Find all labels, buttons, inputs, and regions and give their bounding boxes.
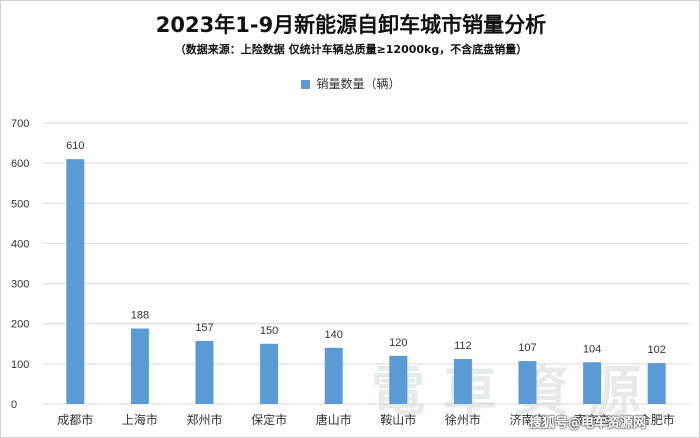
y-tick-label: 600	[11, 158, 29, 170]
x-tick-label: 成都市	[57, 412, 93, 427]
x-tick-label: 合肥市	[639, 412, 675, 427]
y-tick-label: 300	[11, 279, 29, 291]
data-label: 102	[648, 344, 666, 356]
bar	[453, 359, 472, 404]
data-label: 610	[66, 140, 84, 152]
x-tick-label: 济南市	[509, 412, 545, 427]
chart-subtitle: （数据来源：上险数据 仅统计车辆总质量≥12000kg，不含底盘销量）	[174, 43, 528, 56]
bar	[389, 355, 408, 404]
y-tick-label: 100	[11, 359, 29, 371]
y-tick-label: 700	[11, 118, 29, 130]
data-label: 104	[583, 343, 601, 355]
data-label: 157	[195, 322, 213, 334]
data-label: 112	[454, 340, 472, 352]
x-tick-label: 上海市	[122, 412, 158, 427]
legend-label: 销量数量（辆）	[316, 77, 401, 91]
x-tick-label: 郑州市	[186, 412, 222, 427]
watermark-credit: 搜狐号@电车资源网	[529, 416, 647, 431]
data-label: 107	[518, 342, 536, 354]
data-label: 150	[260, 325, 278, 337]
y-tick-label: 0	[11, 399, 17, 411]
x-tick-label: 南京市	[574, 412, 610, 427]
y-tick-label: 400	[11, 238, 29, 250]
x-tick-label: 鞍山市	[380, 412, 416, 427]
bar	[647, 363, 666, 404]
bar	[260, 343, 279, 404]
y-tick-label: 200	[11, 319, 29, 331]
bar	[324, 347, 343, 404]
chart-title: 2023年1-9月新能源自卸车城市销量分析	[155, 13, 547, 37]
bar	[518, 361, 537, 404]
x-tick-label: 唐山市	[316, 412, 352, 427]
bar	[583, 362, 602, 404]
x-tick-label: 保定市	[251, 412, 287, 427]
legend-swatch	[301, 80, 311, 89]
data-label: 120	[389, 337, 407, 349]
data-label: 188	[131, 310, 149, 322]
x-tick-label: 徐州市	[445, 412, 481, 427]
bar	[195, 340, 214, 404]
y-tick-label: 500	[11, 198, 29, 210]
chart-legend: 销量数量（辆）	[1, 75, 699, 92]
data-label: 140	[325, 329, 343, 341]
bar	[66, 159, 85, 404]
bar	[130, 328, 149, 404]
